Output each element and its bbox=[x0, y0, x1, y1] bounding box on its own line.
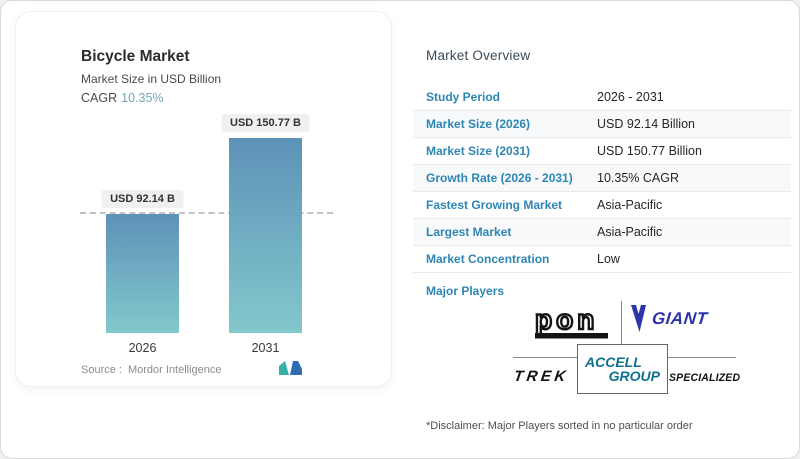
row-label: Growth Rate (2026 - 2031) bbox=[426, 171, 573, 185]
table-row: Growth Rate (2026 - 2031) 10.35% CAGR bbox=[413, 165, 791, 192]
specialized-logo: SPECIALIZED bbox=[669, 372, 741, 384]
row-value: 10.35% CAGR bbox=[597, 171, 679, 185]
overview-heading: Market Overview bbox=[426, 48, 531, 63]
cagr-label: CAGR bbox=[81, 91, 118, 105]
pon-underline bbox=[535, 333, 608, 339]
logo-divider-vertical bbox=[621, 301, 622, 344]
table-row: Market Size (2031) USD 150.77 Billion bbox=[413, 138, 791, 165]
pon-logo-text: pon bbox=[535, 304, 598, 335]
row-value: Asia-Pacific bbox=[597, 198, 663, 212]
chart-title: Bicycle Market bbox=[81, 48, 190, 65]
trek-logo: TREK bbox=[512, 368, 571, 385]
giant-logo-text: GIANT bbox=[651, 308, 709, 328]
overview-table: Study Period 2026 - 2031 Market Size (2026… bbox=[413, 84, 791, 273]
row-label: Fastest Growing Market bbox=[426, 198, 563, 212]
bar-2031 bbox=[229, 138, 302, 333]
row-label: Market Size (2026) bbox=[426, 117, 531, 131]
row-value: Asia-Pacific bbox=[597, 225, 663, 239]
accell-logo-line2: GROUP bbox=[608, 368, 660, 384]
major-players-label: Major Players bbox=[426, 284, 505, 298]
row-label: Study Period bbox=[426, 90, 501, 104]
chart-subtitle: Market Size in USD Billion bbox=[81, 72, 222, 86]
source-label: Source : bbox=[81, 364, 122, 376]
row-value: USD 150.77 Billion bbox=[597, 144, 702, 158]
x-axis-label-2031: 2031 bbox=[251, 341, 280, 355]
row-value: 2026 - 2031 bbox=[597, 90, 664, 104]
source-row: Source : Mordor Intelligence bbox=[81, 364, 222, 376]
major-players-logos: pon GIANT ACCELL GROUP TREK SPECIALIZED bbox=[491, 294, 781, 399]
x-axis-label-2026: 2026 bbox=[128, 341, 157, 355]
giant-v-icon bbox=[631, 305, 646, 332]
row-label: Market Size (2031) bbox=[426, 144, 531, 158]
table-row: Market Concentration Low bbox=[413, 246, 791, 273]
bar-chart: USD 92.14 B USD 150.77 B bbox=[16, 75, 391, 333]
row-value: Low bbox=[597, 252, 620, 266]
logo-divider-right bbox=[668, 357, 736, 358]
table-row: Market Size (2026) USD 92.14 Billion bbox=[413, 111, 791, 138]
mordor-intelligence-logo-icon bbox=[279, 361, 302, 375]
disclaimer-text: *Disclaimer: Major Players sorted in no … bbox=[426, 420, 693, 432]
cagr-line: CAGR 10.35% bbox=[81, 91, 164, 105]
table-row: Study Period 2026 - 2031 bbox=[413, 84, 791, 111]
accell-group-logo: ACCELL GROUP bbox=[577, 344, 668, 394]
bar-value-label: USD 150.77 B bbox=[221, 114, 310, 132]
accell-logo-line1: ACCELL bbox=[585, 354, 642, 370]
giant-logo: GIANT bbox=[631, 305, 709, 332]
bar-2026 bbox=[106, 214, 179, 333]
logo-divider-left bbox=[513, 357, 577, 358]
row-label: Market Concentration bbox=[426, 252, 550, 266]
table-row: Largest Market Asia-Pacific bbox=[413, 219, 791, 246]
cagr-value: 10.35% bbox=[121, 91, 164, 105]
row-label: Largest Market bbox=[426, 225, 512, 239]
bar-value-label: USD 92.14 B bbox=[101, 190, 184, 208]
chart-card: Bicycle Market Market Size in USD Billio… bbox=[15, 11, 392, 387]
pon-logo: pon bbox=[534, 303, 608, 339]
reference-dashed-line bbox=[80, 212, 333, 214]
source-name: Mordor Intelligence bbox=[127, 364, 222, 376]
table-row: Fastest Growing Market Asia-Pacific bbox=[413, 192, 791, 219]
row-value: USD 92.14 Billion bbox=[597, 117, 695, 131]
